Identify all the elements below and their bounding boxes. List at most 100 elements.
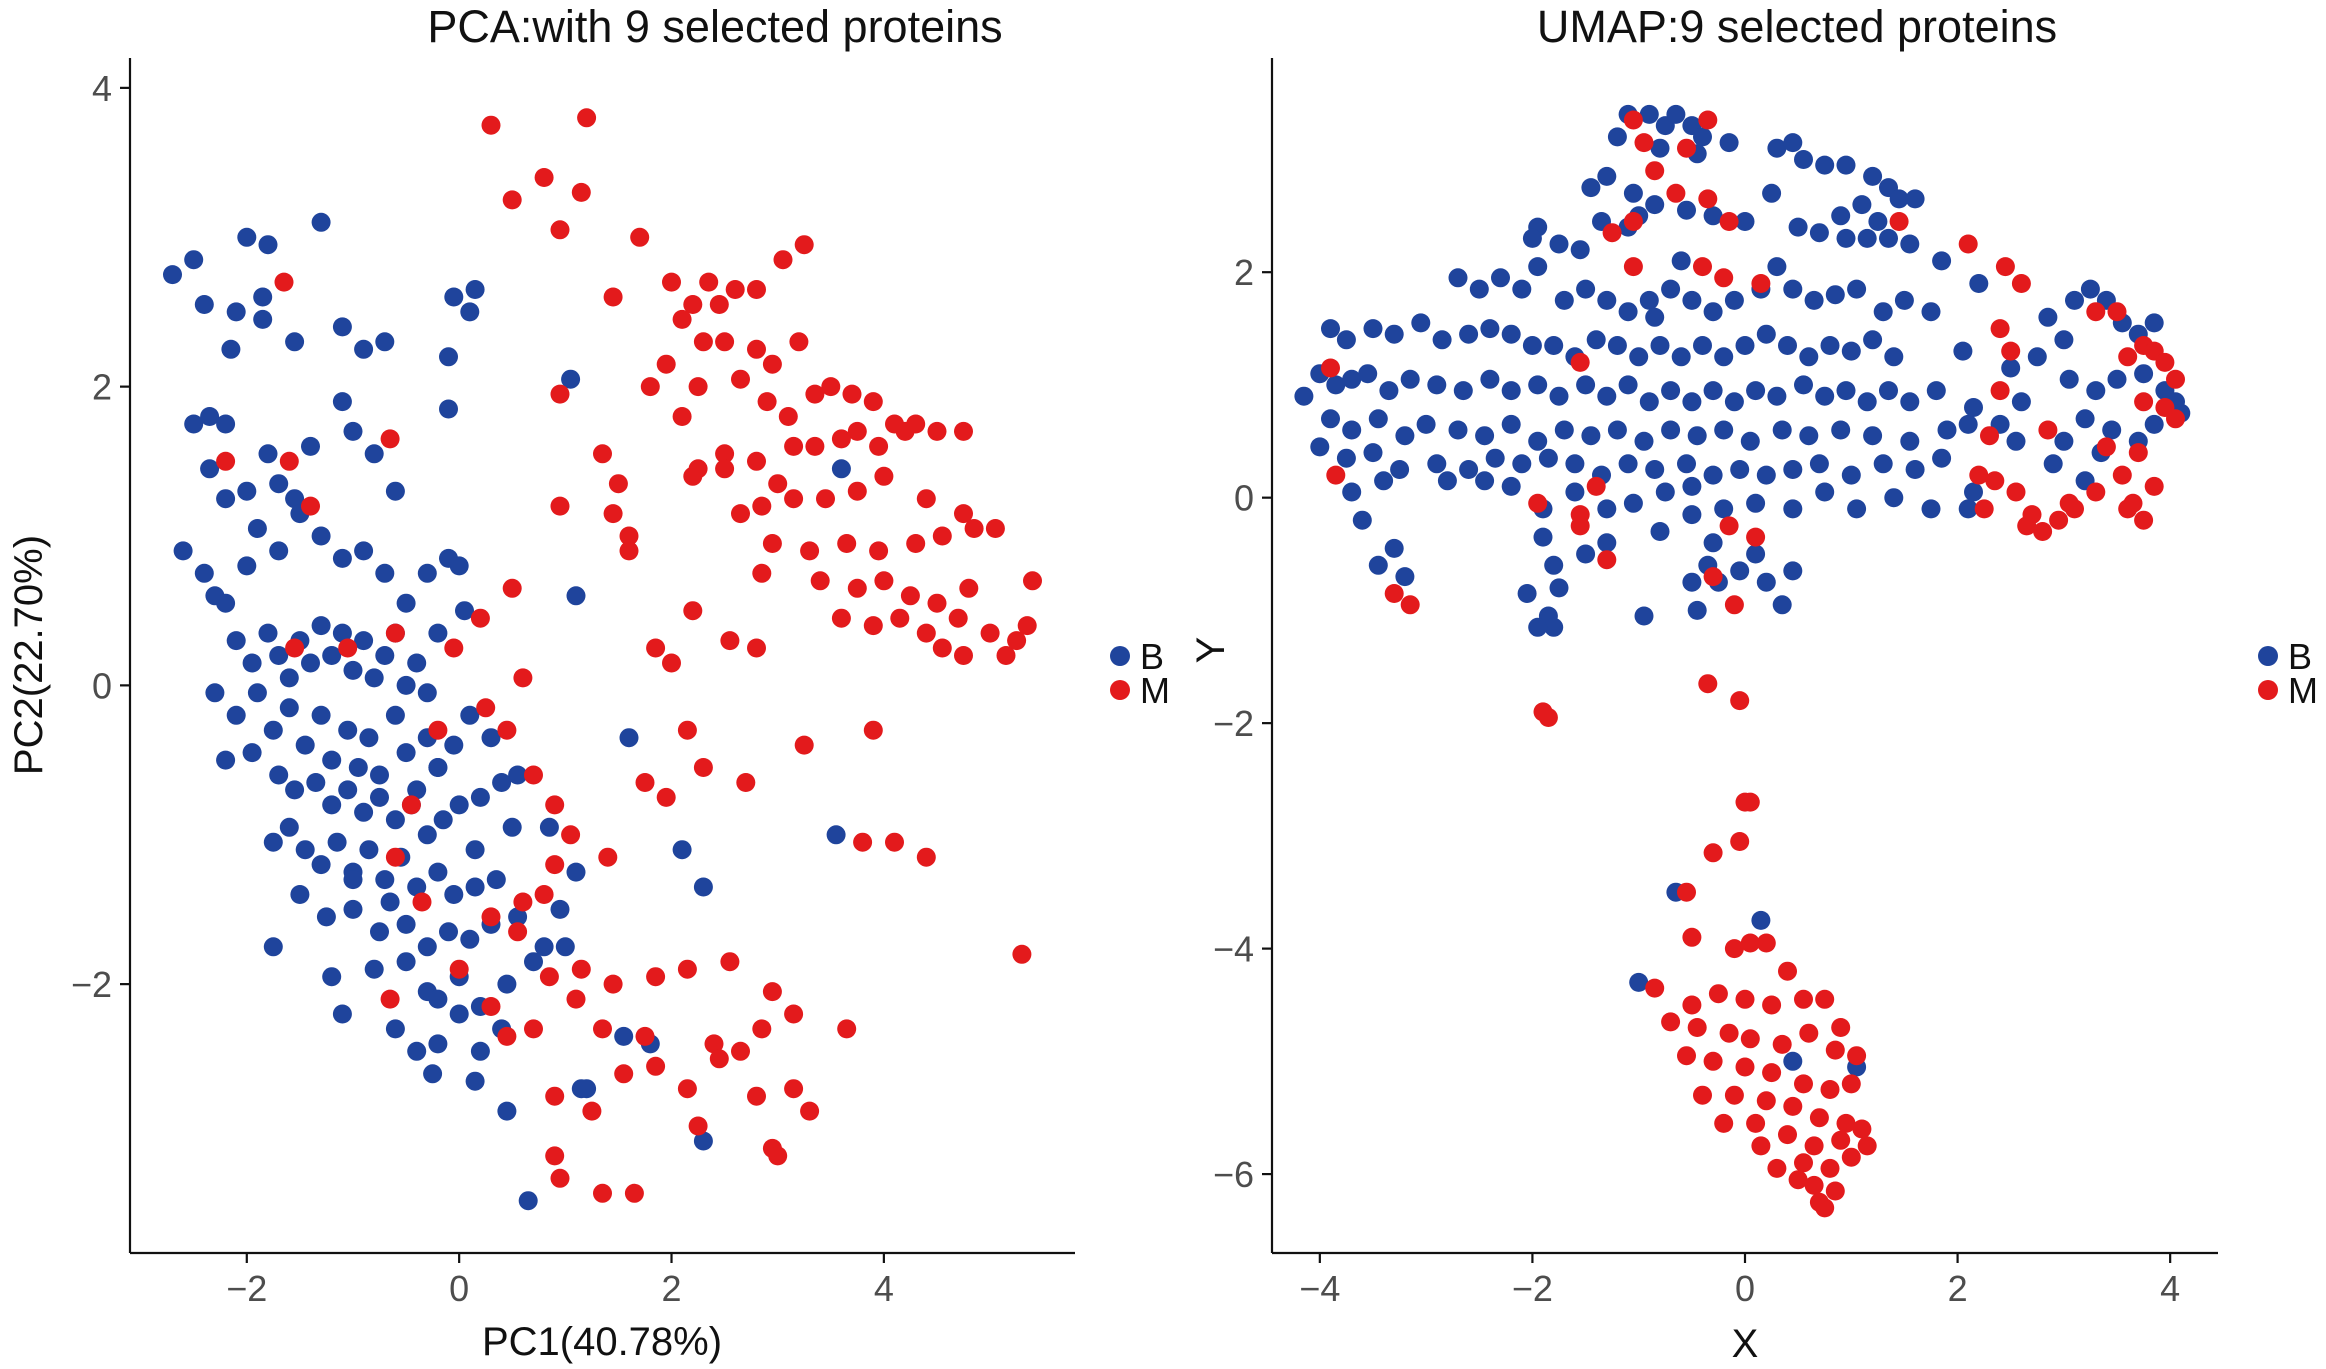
umap-point-b: [1746, 544, 1766, 564]
umap-point-b: [1358, 364, 1378, 384]
umap-point-m: [1740, 792, 1760, 812]
umap-point-b: [1730, 561, 1750, 581]
umap-point-b: [1958, 414, 1978, 434]
umap-point-b: [1661, 420, 1681, 440]
umap-point-b: [1597, 290, 1617, 310]
pca-point-m: [1023, 571, 1042, 591]
umap-point-b: [1815, 386, 1835, 406]
pca-point-m: [614, 1064, 634, 1084]
pca-point-m: [916, 623, 936, 643]
pca-point-b: [375, 563, 395, 583]
pca-point-m: [481, 907, 501, 927]
umap-point-b: [1857, 392, 1877, 412]
pca-point-m: [784, 1079, 804, 1099]
pca-point-b: [502, 817, 522, 837]
pca-point-m: [794, 735, 814, 755]
pca-title: PCA:with 9 selected proteins: [427, 1, 1002, 52]
pca-point-m: [545, 855, 565, 875]
umap-point-b: [1512, 454, 1532, 474]
umap-point-b: [2054, 431, 2074, 451]
pca-point-b: [269, 474, 289, 494]
umap-point-m: [1623, 110, 1643, 130]
pca-point-m: [831, 608, 851, 628]
umap-point-b: [1597, 533, 1617, 553]
pca-point-b: [550, 899, 570, 919]
pca-point-b: [322, 967, 342, 987]
pca-point-m: [704, 1034, 724, 1054]
pca-x-axis-label: PC1(40.78%): [482, 1320, 722, 1364]
umap-title: UMAP:9 selected proteins: [1537, 1, 2057, 52]
umap-point-b: [1964, 482, 1983, 502]
umap-point-b: [1400, 369, 1420, 389]
umap-point-m: [1778, 1125, 1797, 1145]
pca-point-b: [354, 541, 374, 561]
pca-point-m: [593, 1183, 612, 1203]
umap-point-b: [1384, 324, 1404, 344]
umap-point-b: [1783, 279, 1803, 299]
pca-point-b: [354, 339, 374, 359]
pca-point-b: [444, 885, 464, 904]
pca-point-m: [731, 369, 750, 389]
pca-point-b: [364, 668, 384, 688]
umap-point-b: [1905, 460, 1925, 479]
pca-point-b: [242, 743, 262, 763]
pca-point-b: [417, 937, 437, 957]
umap-point-b: [1597, 386, 1617, 406]
pca-point-m: [699, 272, 719, 292]
umap-point-b: [2065, 290, 2084, 310]
umap-point-m: [1677, 882, 1696, 902]
pca-point-m: [508, 922, 528, 942]
umap-point-m: [1321, 358, 1340, 378]
pca-point-m: [571, 959, 591, 979]
umap-point-b: [1639, 290, 1659, 310]
pca-point-m: [566, 989, 586, 1009]
pca-point-b: [407, 1041, 427, 1061]
pca-point-b: [465, 280, 485, 299]
umap-point-b: [1767, 257, 1787, 277]
pca-point-b: [375, 870, 395, 890]
pca-point-b: [407, 780, 427, 800]
pca-point-b: [242, 653, 262, 673]
umap-point-b: [1395, 567, 1415, 587]
pca-point-m: [534, 885, 554, 904]
pca-point-m: [863, 392, 883, 412]
umap-point-b: [1730, 460, 1750, 479]
umap-point-b: [1459, 324, 1479, 344]
umap-point-b: [1321, 319, 1340, 339]
umap-point-b: [1815, 482, 1835, 502]
umap-point-b: [1682, 572, 1702, 592]
umap-point-b: [1634, 606, 1654, 626]
umap-legend-m-key: [2258, 680, 2278, 700]
umap-point-b: [1809, 454, 1829, 474]
pca-point-m: [683, 466, 703, 486]
pca-point-m: [550, 1168, 570, 1188]
umap-point-m: [2096, 437, 2116, 457]
umap-point-m: [2059, 493, 2079, 513]
pca-x-tick-label: −2: [226, 1268, 267, 1309]
umap-point-b: [1549, 578, 1569, 598]
umap-point-b: [1799, 347, 1819, 367]
umap-point-m: [1570, 352, 1590, 372]
umap-point-b: [1650, 522, 1670, 541]
umap-point-b: [1756, 572, 1776, 592]
umap-point-b: [1756, 324, 1776, 344]
umap-point-b: [1889, 189, 1909, 209]
pca-point-m: [502, 190, 522, 210]
pca-point-m: [481, 115, 501, 135]
pca-point-b: [428, 623, 448, 643]
umap-point-b: [1815, 155, 1835, 175]
pca-point-b: [343, 421, 363, 441]
pca-point-m: [762, 534, 782, 553]
umap-point-b: [1528, 375, 1548, 395]
umap-point-b: [1576, 279, 1596, 299]
pca-point-m: [916, 847, 936, 867]
pca-y-tick-label: 4: [92, 68, 112, 109]
pca-point-m: [677, 1079, 697, 1099]
umap-point-m: [1645, 978, 1665, 998]
umap-point-b: [1687, 426, 1707, 446]
umap-point-b: [1374, 471, 1394, 491]
umap-point-b: [1607, 336, 1627, 355]
umap-point-b: [2134, 364, 2154, 384]
umap-point-b: [1937, 420, 1957, 440]
pca-point-m: [709, 1049, 729, 1069]
